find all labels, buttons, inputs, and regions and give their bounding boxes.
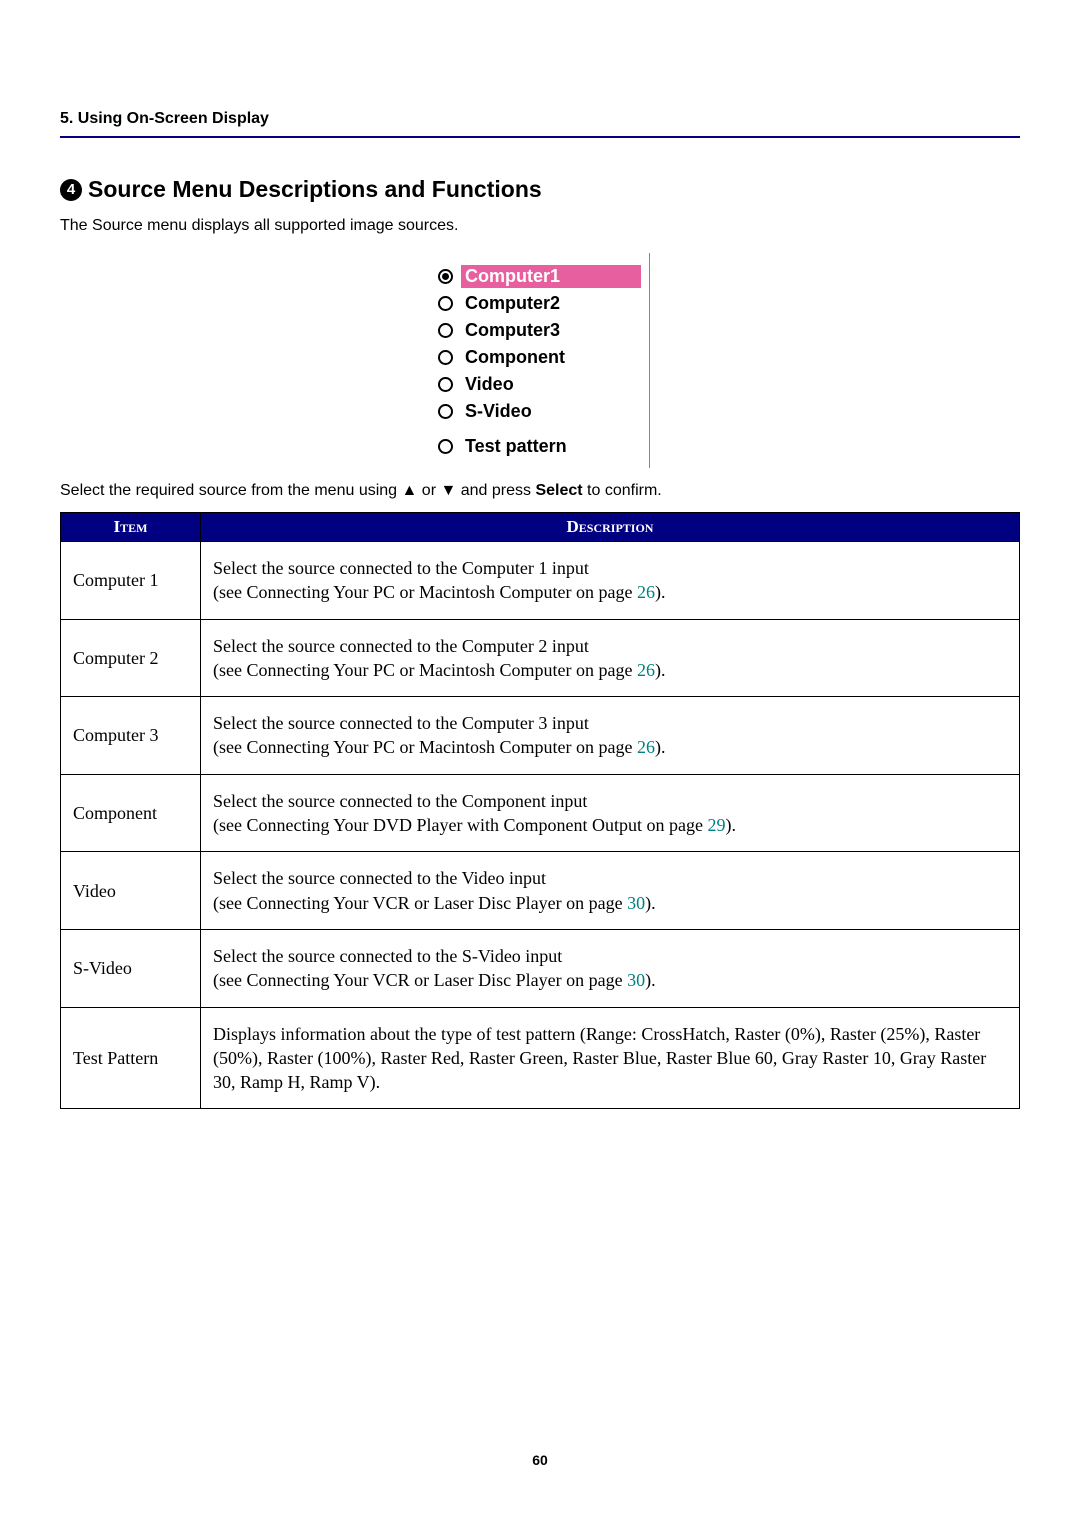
- radio-icon: [438, 404, 453, 419]
- table-cell-description: Displays information about the type of t…: [201, 1007, 1020, 1109]
- table-row: S-VideoSelect the source connected to th…: [61, 929, 1020, 1007]
- source-menu-screenshot: Computer1 Computer2 Computer3 Component Vide…: [430, 253, 650, 468]
- page-number: 60: [0, 1452, 1080, 1468]
- radio-icon: [438, 269, 453, 284]
- menu-item-label: Component: [461, 346, 641, 369]
- intro-text: The Source menu displays all supported i…: [60, 217, 1020, 235]
- page-link[interactable]: 30: [627, 970, 645, 990]
- table-row: Computer 2Select the source connected to…: [61, 619, 1020, 697]
- page-link[interactable]: 26: [637, 737, 655, 757]
- instruction-post: to confirm.: [583, 482, 662, 499]
- table-cell-description: Select the source connected to the Compo…: [201, 774, 1020, 852]
- page-link[interactable]: 29: [707, 815, 725, 835]
- menu-item-label: Computer3: [461, 319, 641, 342]
- table-cell-item: Component: [61, 774, 201, 852]
- description-table: Item Description Computer 1Select the so…: [60, 512, 1020, 1109]
- chapter-header: 5. Using On-Screen Display: [60, 110, 1020, 138]
- table-cell-item: Computer 1: [61, 542, 201, 620]
- menu-item-label: Computer1: [461, 265, 641, 288]
- table-cell-description: Select the source connected to the Compu…: [201, 542, 1020, 620]
- table-row: VideoSelect the source connected to the …: [61, 852, 1020, 930]
- radio-icon: [438, 439, 453, 454]
- menu-item-label: Test pattern: [461, 435, 641, 458]
- radio-icon: [438, 350, 453, 365]
- menu-row: Computer1: [438, 263, 641, 290]
- menu-row: Computer2: [438, 290, 641, 317]
- table-cell-item: Test Pattern: [61, 1007, 201, 1109]
- table-cell-item: Video: [61, 852, 201, 930]
- menu-row: Test pattern: [438, 433, 641, 460]
- menu-row: Computer3: [438, 317, 641, 344]
- instruction-text: Select the required source from the menu…: [60, 482, 1020, 500]
- menu-row: S-Video: [438, 398, 641, 425]
- table-cell-description: Select the source connected to the Compu…: [201, 619, 1020, 697]
- instruction-bold: Select: [535, 482, 582, 499]
- table-cell-item: Computer 2: [61, 619, 201, 697]
- table-cell-description: Select the source connected to the Video…: [201, 852, 1020, 930]
- table-header-description: Description: [201, 513, 1020, 542]
- table-cell-item: S-Video: [61, 929, 201, 1007]
- radio-icon: [438, 296, 453, 311]
- menu-item-label: Video: [461, 373, 641, 396]
- table-cell-item: Computer 3: [61, 697, 201, 775]
- menu-row: Component: [438, 344, 641, 371]
- page-link[interactable]: 26: [637, 582, 655, 602]
- table-row: ComponentSelect the source connected to …: [61, 774, 1020, 852]
- table-cell-description: Select the source connected to the Compu…: [201, 697, 1020, 775]
- table-row: Computer 3Select the source connected to…: [61, 697, 1020, 775]
- section-title-text: Source Menu Descriptions and Functions: [88, 176, 542, 203]
- radio-icon: [438, 377, 453, 392]
- section-title: 4 Source Menu Descriptions and Functions: [60, 176, 1020, 203]
- menu-item-label: S-Video: [461, 400, 641, 423]
- instruction-pre: Select the required source from the menu…: [60, 482, 535, 499]
- table-header-item: Item: [61, 513, 201, 542]
- section-number-icon: 4: [60, 179, 82, 201]
- table-cell-description: Select the source connected to the S-Vid…: [201, 929, 1020, 1007]
- menu-item-label: Computer2: [461, 292, 641, 315]
- page-link[interactable]: 30: [627, 893, 645, 913]
- table-row: Computer 1Select the source connected to…: [61, 542, 1020, 620]
- page-link[interactable]: 26: [637, 660, 655, 680]
- menu-row: Video: [438, 371, 641, 398]
- table-row: Test PatternDisplays information about t…: [61, 1007, 1020, 1109]
- radio-icon: [438, 323, 453, 338]
